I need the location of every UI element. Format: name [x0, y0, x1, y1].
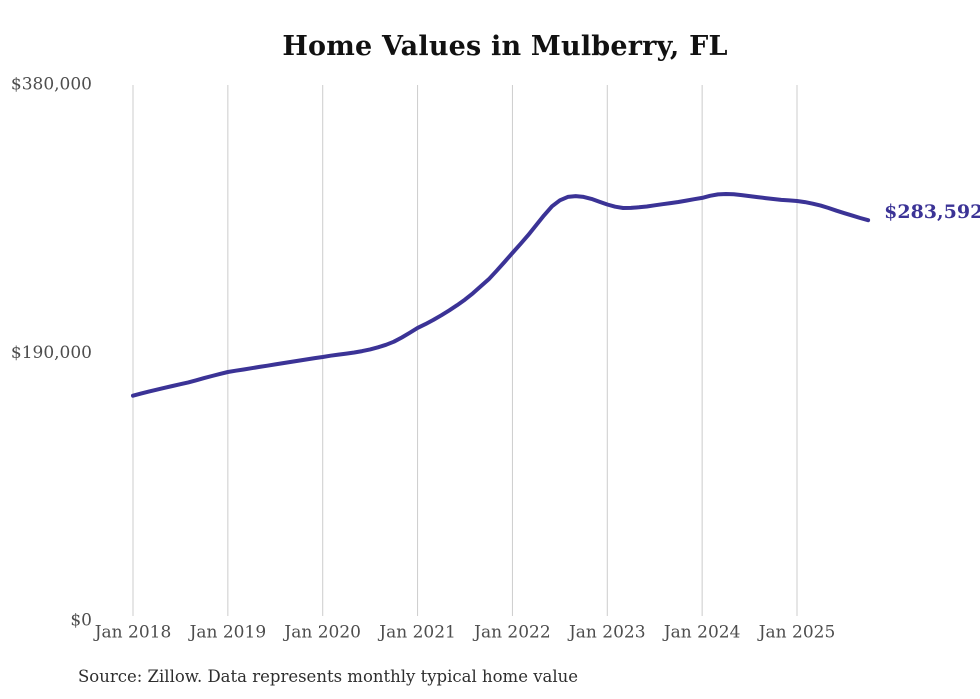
x-tick-label: Jan 2020 — [282, 623, 361, 643]
x-tick-label: Jan 2025 — [757, 623, 836, 643]
end-value-label: $283,592 — [884, 201, 980, 223]
x-tick-label: Jan 2023 — [567, 623, 646, 643]
y-tick-label: $0 — [70, 611, 92, 631]
y-tick-label: $380,000 — [11, 75, 92, 95]
home-value-line — [131, 192, 871, 398]
y-tick-label: $190,000 — [11, 343, 92, 363]
x-tick-label: Jan 2018 — [93, 623, 172, 643]
chart-title: Home Values in Mulberry, FL — [282, 31, 728, 62]
source-note: Source: Zillow. Data represents monthly … — [78, 667, 579, 686]
x-tick-label: Jan 2019 — [188, 623, 267, 643]
x-tick-label: Jan 2021 — [377, 623, 456, 643]
x-tick-label: Jan 2022 — [472, 623, 551, 643]
x-tick-label: Jan 2024 — [662, 623, 741, 643]
